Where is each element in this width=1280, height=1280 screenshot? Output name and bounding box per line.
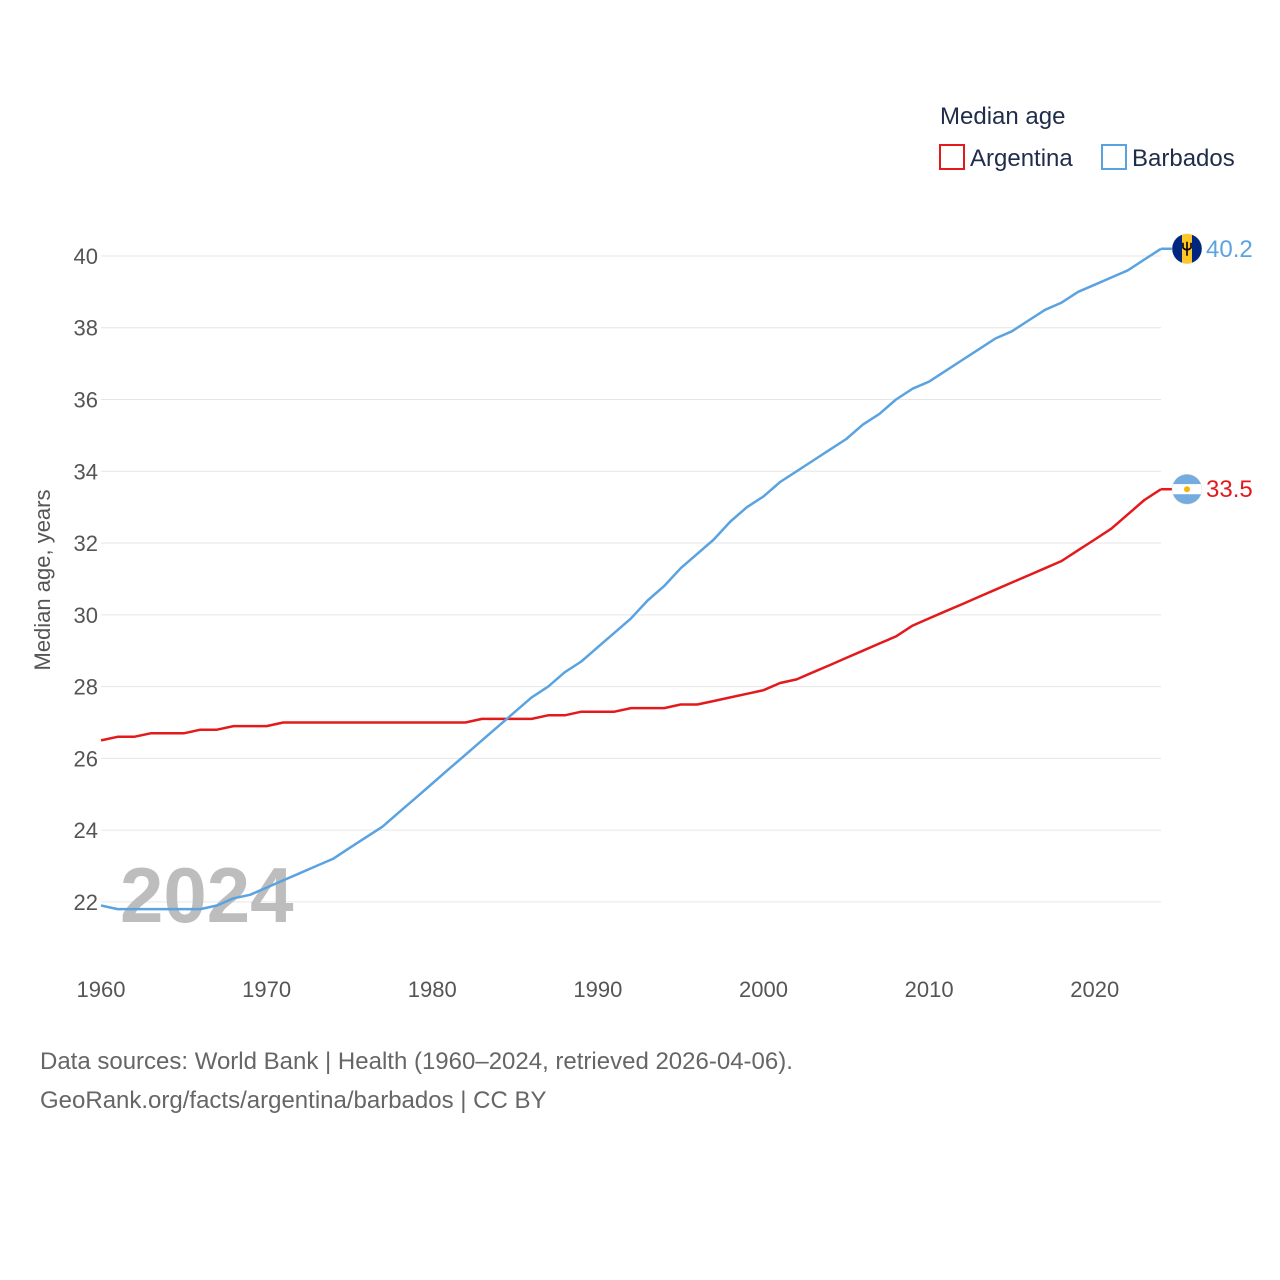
legend-label-argentina: Argentina	[970, 145, 1073, 172]
x-tick-label-1990: 1990	[573, 977, 622, 1002]
y-tick-label-30: 30	[74, 603, 98, 628]
year-watermark: 2024	[120, 851, 294, 939]
legend-swatch-argentina	[939, 144, 965, 170]
y-tick-label-26: 26	[74, 746, 98, 771]
x-tick-label-2000: 2000	[739, 977, 788, 1002]
x-tick-label-1970: 1970	[242, 977, 291, 1002]
y-tick-label-40: 40	[74, 244, 98, 269]
y-axis-ticks: 22 24 26 28 30 32 34 36 38 40	[74, 244, 98, 915]
barbados-flag-icon	[1171, 233, 1203, 265]
legend-item-barbados[interactable]: Barbados	[1101, 144, 1235, 172]
y-tick-label-32: 32	[74, 531, 98, 556]
end-value-label-argentina: 33.5	[1206, 476, 1253, 503]
legend-label-barbados: Barbados	[1132, 145, 1235, 172]
gridlines	[101, 255, 1161, 903]
legend-title: Median age	[940, 103, 1065, 130]
argentina-flag-icon	[1171, 473, 1203, 505]
y-tick-label-28: 28	[74, 675, 98, 700]
x-tick-label-2010: 2010	[905, 977, 954, 1002]
y-tick-label-38: 38	[74, 316, 98, 341]
x-axis-ticks: 1960 1970 1980 1990 2000 2010 2020	[77, 977, 1120, 1002]
data-sources: Data sources: World Bank | Health (1960–…	[40, 1042, 793, 1120]
y-axis-label: Median age, years	[30, 490, 55, 671]
x-tick-label-1980: 1980	[408, 977, 457, 1002]
legend-swatch-barbados	[1101, 144, 1127, 170]
sources-line-2[interactable]: GeoRank.org/facts/argentina/barbados | C…	[40, 1087, 547, 1114]
series-lines	[100, 247, 1162, 911]
median-age-chart: 22 24 26 28 30 32 34 36 38 40 1960 1970 1980 1990 200…	[30, 103, 1253, 1002]
y-tick-label-34: 34	[74, 459, 98, 484]
y-tick-label-36: 36	[74, 387, 98, 412]
end-value-label-barbados: 40.2	[1206, 236, 1253, 263]
sources-line-1: Data sources: World Bank | Health (1960–…	[40, 1048, 793, 1075]
legend: Median age Argentina Barbados	[939, 103, 1235, 172]
x-tick-label-2020: 2020	[1070, 977, 1119, 1002]
series-end-labels: 33.5 40.2	[1161, 233, 1253, 505]
y-tick-label-22: 22	[74, 890, 98, 915]
x-tick-label-1960: 1960	[77, 977, 126, 1002]
legend-item-argentina[interactable]: Argentina	[939, 144, 1073, 172]
series-line-barbados	[100, 247, 1162, 911]
y-tick-label-24: 24	[74, 818, 98, 843]
series-line-argentina	[100, 488, 1162, 742]
